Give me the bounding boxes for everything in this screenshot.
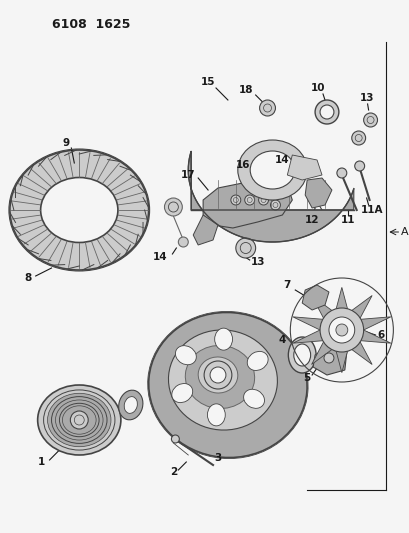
Circle shape <box>178 237 188 247</box>
Circle shape <box>164 198 182 216</box>
Ellipse shape <box>47 393 111 447</box>
Ellipse shape <box>148 312 306 457</box>
Circle shape <box>363 113 377 127</box>
Circle shape <box>171 435 179 443</box>
Text: 11: 11 <box>340 215 354 225</box>
Text: 6108  1625: 6108 1625 <box>52 18 130 31</box>
Text: 18: 18 <box>238 85 252 95</box>
Text: 1: 1 <box>38 457 45 467</box>
Ellipse shape <box>288 337 315 373</box>
Ellipse shape <box>168 330 277 430</box>
Circle shape <box>244 195 254 205</box>
Ellipse shape <box>124 397 137 414</box>
Circle shape <box>319 105 333 119</box>
Ellipse shape <box>237 140 306 200</box>
Text: 15: 15 <box>200 77 215 87</box>
Text: 17: 17 <box>180 170 195 180</box>
Text: 10: 10 <box>310 83 324 93</box>
Text: 14: 14 <box>274 155 289 165</box>
Text: 13: 13 <box>359 93 373 103</box>
Polygon shape <box>348 341 371 365</box>
Text: A: A <box>400 227 408 237</box>
Polygon shape <box>359 317 390 330</box>
Circle shape <box>354 161 364 171</box>
Ellipse shape <box>175 346 196 365</box>
Polygon shape <box>202 178 292 228</box>
Text: 14: 14 <box>153 252 167 262</box>
Text: 11A: 11A <box>360 205 382 215</box>
Ellipse shape <box>207 404 225 426</box>
Polygon shape <box>193 215 218 245</box>
Text: 8: 8 <box>24 273 31 283</box>
Ellipse shape <box>171 384 192 402</box>
Ellipse shape <box>247 351 267 370</box>
Circle shape <box>235 238 255 258</box>
Circle shape <box>204 361 231 389</box>
Circle shape <box>336 168 346 178</box>
Text: 2: 2 <box>169 467 177 477</box>
Ellipse shape <box>38 385 121 455</box>
Ellipse shape <box>10 150 148 270</box>
Polygon shape <box>311 295 334 319</box>
Text: 13: 13 <box>250 257 264 267</box>
Polygon shape <box>292 317 324 330</box>
Polygon shape <box>301 285 328 310</box>
Ellipse shape <box>118 390 143 420</box>
Text: 3: 3 <box>214 453 221 463</box>
Text: 7: 7 <box>283 280 290 290</box>
Polygon shape <box>311 341 334 365</box>
Circle shape <box>328 317 354 343</box>
Polygon shape <box>334 347 348 373</box>
Polygon shape <box>188 151 353 242</box>
Ellipse shape <box>249 151 294 189</box>
Ellipse shape <box>214 328 232 350</box>
Ellipse shape <box>293 344 310 366</box>
Polygon shape <box>292 330 324 343</box>
Polygon shape <box>348 295 371 319</box>
Text: 5: 5 <box>303 373 310 383</box>
Text: 16: 16 <box>235 160 249 170</box>
Polygon shape <box>287 155 321 180</box>
Circle shape <box>270 200 280 210</box>
Ellipse shape <box>55 400 103 440</box>
Text: 6: 6 <box>377 330 384 340</box>
Text: 9: 9 <box>63 138 70 148</box>
Text: 12: 12 <box>304 215 319 225</box>
Circle shape <box>259 100 275 116</box>
Circle shape <box>319 308 363 352</box>
Polygon shape <box>334 287 348 313</box>
Polygon shape <box>304 178 331 208</box>
Circle shape <box>335 324 347 336</box>
Circle shape <box>258 195 268 205</box>
Text: 4: 4 <box>278 335 285 345</box>
Circle shape <box>315 100 338 124</box>
Circle shape <box>209 367 225 383</box>
Polygon shape <box>312 345 346 375</box>
Polygon shape <box>359 330 390 343</box>
Ellipse shape <box>198 357 237 393</box>
Ellipse shape <box>40 177 118 243</box>
Circle shape <box>351 131 365 145</box>
Ellipse shape <box>243 389 264 408</box>
Ellipse shape <box>62 406 96 434</box>
Ellipse shape <box>185 345 254 408</box>
Circle shape <box>230 195 240 205</box>
Circle shape <box>323 353 333 363</box>
Circle shape <box>70 411 88 429</box>
